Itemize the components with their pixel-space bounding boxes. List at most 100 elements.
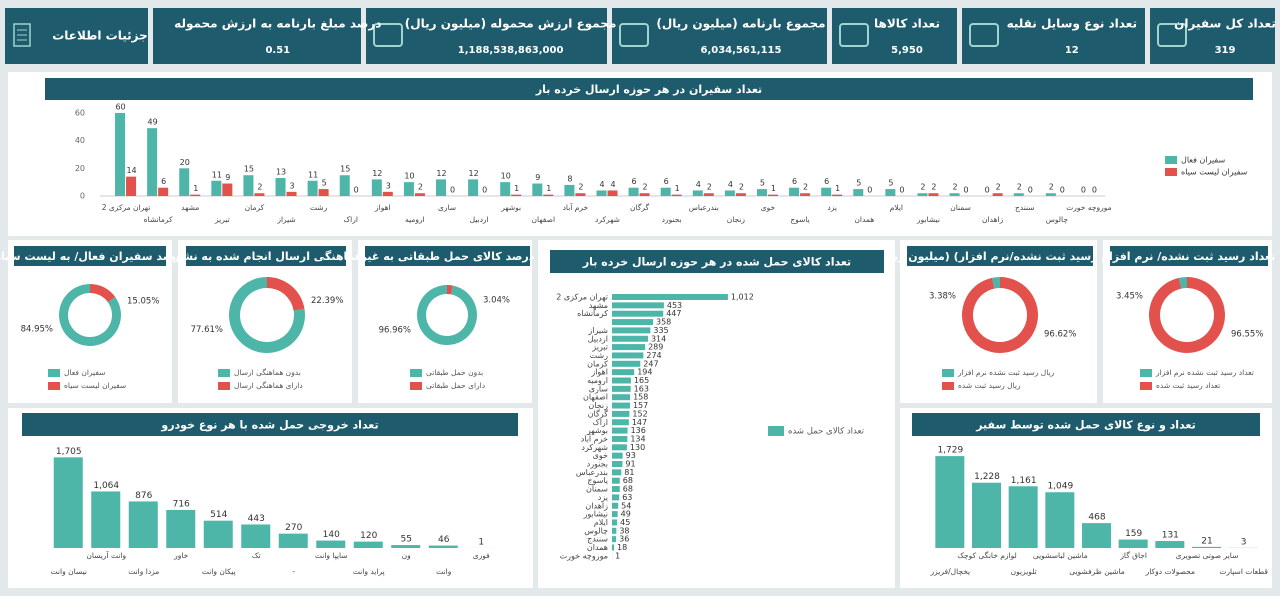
legend-label: دارای حمل طبقاتی: [426, 381, 485, 390]
bar: [612, 410, 630, 417]
data-label: 716: [173, 499, 190, 509]
y-tick-label: ساری: [589, 384, 609, 393]
data-label: 15: [244, 165, 254, 174]
y-tick-label: 0: [80, 192, 85, 201]
kpi-title: درصد مبلغ بارنامه به ارزش محموله: [174, 17, 381, 32]
details-label[interactable]: جزئیات اطلاعات: [52, 29, 148, 43]
bar: [612, 294, 728, 300]
data-label: 2: [643, 183, 648, 192]
kpi-icon: [839, 23, 869, 47]
bar: [724, 190, 735, 196]
legend-label: دارای هماهنگی ارسال: [234, 381, 303, 390]
y-tick-label: اردبیل: [588, 334, 608, 343]
data-label: 3: [289, 181, 294, 190]
chart-title: مبلغ رسید ثبت نشده/نرم افزار) (میلیون ری…: [875, 250, 1124, 263]
data-label: 5: [856, 179, 861, 188]
bar: [286, 191, 297, 196]
y-tick-label: زنجان: [588, 401, 608, 410]
x-tick-label: بوشهر: [500, 203, 521, 212]
y-tick-label: 60: [75, 108, 85, 117]
x-tick-label: یاسوج: [790, 215, 809, 224]
bar: [992, 193, 1003, 196]
x-tick-label: اهواز: [374, 203, 391, 212]
bar: [612, 360, 641, 367]
data-label: 270: [285, 523, 302, 533]
bar: [91, 491, 121, 548]
bar: [543, 194, 554, 196]
x-tick-label: سمنان: [950, 203, 971, 212]
chart-title: تعداد کالای حمل شده در هر حوزه ارسال خرد…: [582, 256, 851, 269]
y-tick-label: شیراز: [587, 326, 608, 335]
data-label: 68: [623, 476, 633, 485]
data-label: 1,012: [731, 293, 754, 302]
kpi-card: [153, 8, 361, 64]
y-tick-label: گرگان: [588, 408, 609, 418]
x-tick-label: تلویزیون: [1011, 567, 1037, 576]
data-label: 194: [637, 368, 652, 377]
data-label: 10: [404, 172, 414, 181]
bar: [853, 189, 864, 196]
x-tick-label: گرگان: [630, 203, 650, 212]
details-button[interactable]: [5, 8, 148, 64]
data-label: 0: [899, 186, 904, 195]
legend-label: تعداد رسید ثبت شده: [1156, 381, 1220, 390]
bar: [468, 179, 479, 196]
legend-swatch: [768, 426, 784, 436]
data-label: 12: [372, 169, 382, 178]
chart-header: [907, 246, 1093, 266]
y-tick-label: رشت: [590, 351, 609, 360]
x-tick-label: اجاق گاز: [1119, 551, 1147, 560]
x-tick-label: ماشین ظرفشویی: [1069, 567, 1125, 576]
y-tick-label: بجنورد: [587, 460, 608, 469]
data-label: 11: [212, 170, 222, 179]
bar: [612, 544, 615, 551]
data-label: 447: [666, 309, 681, 318]
bar: [612, 452, 623, 459]
data-label: 131: [1162, 531, 1179, 541]
data-label: 2: [707, 183, 712, 192]
data-label: 4: [696, 180, 701, 189]
bar: [1118, 539, 1148, 548]
data-label: 10: [501, 172, 511, 181]
bar: [612, 385, 631, 392]
x-tick-label: موروچه خورت: [1066, 203, 1111, 212]
bar: [1008, 486, 1038, 548]
data-label: 289: [648, 343, 663, 352]
bar: [53, 457, 83, 548]
bar: [612, 502, 619, 509]
donut-slice: [267, 277, 305, 311]
data-label: 15.05%: [127, 297, 159, 307]
x-tick-label: یخچال/فریزر: [930, 567, 971, 576]
bar: [917, 193, 928, 196]
panel: [8, 240, 172, 403]
data-label: 2: [739, 183, 744, 192]
bar: [339, 175, 350, 196]
chart-header: [186, 246, 346, 266]
data-label: 0: [1081, 186, 1086, 195]
y-tick-label: اراک: [593, 418, 608, 427]
data-label: 15: [340, 165, 350, 174]
data-label: 2: [803, 183, 808, 192]
bar: [126, 176, 137, 196]
bar: [612, 527, 617, 534]
data-label: 49: [148, 118, 158, 127]
donut-slice: [447, 285, 453, 295]
y-tick-label: سمنان: [586, 485, 608, 494]
data-label: 6: [824, 177, 829, 186]
donut-slice: [1178, 277, 1187, 289]
bar: [660, 187, 671, 196]
data-label: 2: [257, 183, 262, 192]
x-tick-label: پیکان وانت: [202, 567, 236, 576]
legend-swatch: [942, 369, 954, 377]
data-label: 12: [469, 169, 479, 178]
bar: [275, 178, 286, 196]
bar: [371, 179, 382, 196]
chart-header: [365, 246, 530, 266]
bar: [612, 319, 654, 326]
chart-title: تعداد رسید ثبت نشده/ نرم افزار: [1102, 250, 1276, 263]
data-label: 96.96%: [379, 325, 411, 335]
data-label: 443: [248, 514, 265, 524]
x-tick-label: سنندج: [1015, 203, 1035, 212]
y-tick-label: 20: [75, 164, 85, 173]
bar: [949, 193, 960, 196]
